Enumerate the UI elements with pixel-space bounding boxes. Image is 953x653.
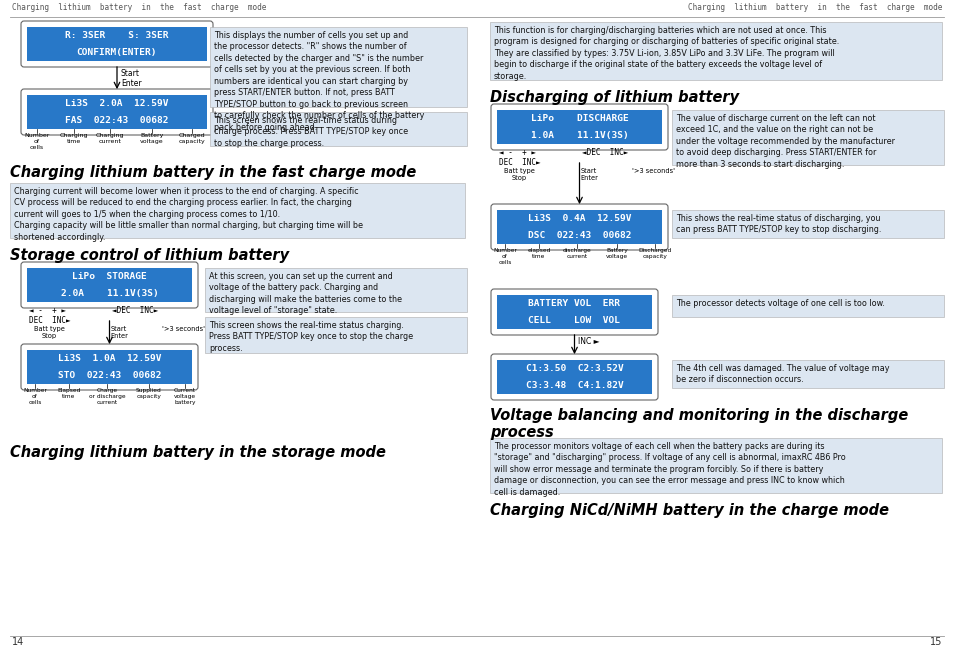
Text: INC ►: INC ►	[578, 336, 599, 345]
FancyBboxPatch shape	[497, 360, 651, 394]
FancyBboxPatch shape	[210, 112, 467, 146]
Text: 14: 14	[12, 637, 24, 647]
FancyBboxPatch shape	[27, 350, 192, 384]
Text: Charge
or discharge
current: Charge or discharge current	[89, 388, 125, 405]
FancyBboxPatch shape	[671, 210, 943, 238]
Text: This function is for charging/discharging batteries which are not used at once. : This function is for charging/dischargin…	[494, 26, 839, 81]
Text: Charging  lithium  battery  in  the  fast  charge  mode: Charging lithium battery in the fast cha…	[687, 3, 941, 12]
Text: The processor detects voltage of one cell is too low.: The processor detects voltage of one cel…	[676, 299, 884, 308]
Text: elapsed
time: elapsed time	[527, 248, 550, 259]
Text: Charging lithium battery in the storage mode: Charging lithium battery in the storage …	[10, 445, 385, 460]
FancyBboxPatch shape	[497, 295, 651, 329]
Text: BATTERY VOL  ERR: BATTERY VOL ERR	[528, 299, 619, 308]
FancyBboxPatch shape	[21, 21, 213, 67]
Text: Li3S  1.0A  12.59V: Li3S 1.0A 12.59V	[58, 354, 161, 363]
Text: Voltage balancing and monitoring in the discharge
process: Voltage balancing and monitoring in the …	[490, 408, 907, 440]
FancyBboxPatch shape	[27, 27, 207, 61]
Text: Charging  lithium  battery  in  the  fast  charge  mode: Charging lithium battery in the fast cha…	[12, 3, 266, 12]
Text: ◄ -  + ►: ◄ - + ►	[29, 306, 66, 315]
Text: At this screen, you can set up the current and
voltage of the battery pack. Char: At this screen, you can set up the curre…	[209, 272, 401, 315]
Text: 2.0A    11.1V(3S): 2.0A 11.1V(3S)	[61, 289, 158, 298]
Text: LiPo  STORAGE: LiPo STORAGE	[72, 272, 147, 281]
Text: Discharging of lithium battery: Discharging of lithium battery	[490, 90, 739, 105]
FancyBboxPatch shape	[671, 295, 943, 317]
Text: This displays the number of cells you set up and
the processor detects. "R" show: This displays the number of cells you se…	[213, 31, 424, 132]
Text: Number
of
cells: Number of cells	[24, 133, 50, 150]
Text: '>3 seconds': '>3 seconds'	[162, 326, 205, 332]
Text: CELL    LOW  VOL: CELL LOW VOL	[528, 316, 619, 325]
FancyBboxPatch shape	[490, 438, 941, 493]
FancyBboxPatch shape	[210, 27, 467, 107]
Text: DSC  022:43  00682: DSC 022:43 00682	[527, 231, 631, 240]
Text: Li3S  2.0A  12.59V: Li3S 2.0A 12.59V	[65, 99, 169, 108]
Text: C1:3.50  C2:3.52V: C1:3.50 C2:3.52V	[525, 364, 622, 373]
FancyBboxPatch shape	[10, 183, 464, 238]
Text: discharge
current: discharge current	[562, 248, 591, 259]
Text: Battery
voltage: Battery voltage	[605, 248, 627, 259]
Text: Start
Enter: Start Enter	[121, 69, 141, 88]
FancyBboxPatch shape	[497, 110, 661, 144]
Text: DEC  INC►: DEC INC►	[29, 316, 71, 325]
Text: FAS  022:43  00682: FAS 022:43 00682	[65, 116, 169, 125]
Text: Elapsed
time: Elapsed time	[57, 388, 81, 399]
Text: Batt type
Stop: Batt type Stop	[33, 326, 65, 339]
Text: This shows the real-time status of discharging, you
can press BATT TYPE/STOP key: This shows the real-time status of disch…	[676, 214, 881, 234]
Text: Current
voltage
battery: Current voltage battery	[173, 388, 196, 405]
Text: C3:3.48  C4:1.82V: C3:3.48 C4:1.82V	[525, 381, 622, 390]
Text: This screen shows the real-time status charging.
Press BATT TYPE/STOP key once t: This screen shows the real-time status c…	[209, 321, 413, 353]
Text: Li3S  0.4A  12.59V: Li3S 0.4A 12.59V	[527, 214, 631, 223]
FancyBboxPatch shape	[497, 210, 661, 244]
FancyBboxPatch shape	[21, 89, 213, 135]
Text: '>3 seconds': '>3 seconds'	[631, 168, 675, 174]
Text: STO  022:43  00682: STO 022:43 00682	[58, 371, 161, 380]
FancyBboxPatch shape	[490, 22, 941, 80]
Text: Batt type
Stop: Batt type Stop	[503, 168, 534, 181]
Text: Start
Enter: Start Enter	[110, 326, 128, 339]
Text: Discharged
capacity: Discharged capacity	[638, 248, 671, 259]
Text: LiPo    DISCHARGE: LiPo DISCHARGE	[530, 114, 628, 123]
Text: ◄DEC  INC►: ◄DEC INC►	[581, 148, 628, 157]
Text: The 4th cell was damaged. The value of voltage may
be zero if disconnection occu: The 4th cell was damaged. The value of v…	[676, 364, 888, 385]
Text: Start
Enter: Start Enter	[579, 168, 598, 181]
Text: This screen shows the real-time status during
charge process. Press BATT TYPE/ST: This screen shows the real-time status d…	[213, 116, 408, 148]
Text: Supplied
capacity: Supplied capacity	[136, 388, 162, 399]
Text: Number
of
cells: Number of cells	[493, 248, 517, 264]
FancyBboxPatch shape	[27, 95, 207, 129]
Text: ◄DEC  INC►: ◄DEC INC►	[112, 306, 158, 315]
FancyBboxPatch shape	[21, 344, 198, 390]
Text: Charging NiCd/NiMH battery in the charge mode: Charging NiCd/NiMH battery in the charge…	[490, 503, 888, 518]
Text: Charging
time: Charging time	[60, 133, 89, 144]
FancyBboxPatch shape	[491, 104, 667, 150]
FancyBboxPatch shape	[671, 360, 943, 388]
FancyBboxPatch shape	[27, 268, 192, 302]
Text: Charging current will become lower when it process to the end of charging. A spe: Charging current will become lower when …	[14, 187, 363, 242]
Text: Charged
capacity: Charged capacity	[178, 133, 205, 144]
FancyBboxPatch shape	[491, 204, 667, 250]
FancyBboxPatch shape	[21, 262, 198, 308]
Text: The processor monitors voltage of each cell when the battery packs are during it: The processor monitors voltage of each c…	[494, 442, 845, 497]
FancyBboxPatch shape	[491, 354, 658, 400]
Text: Battery
voltage: Battery voltage	[140, 133, 164, 144]
FancyBboxPatch shape	[491, 289, 658, 335]
Text: Charging
current: Charging current	[95, 133, 124, 144]
Text: The value of discharge current on the left can not
exceed 1C, and the value on t: The value of discharge current on the le…	[676, 114, 894, 168]
Text: DEC  INC►: DEC INC►	[498, 158, 540, 167]
Text: Charging lithium battery in the fast charge mode: Charging lithium battery in the fast cha…	[10, 165, 416, 180]
FancyBboxPatch shape	[205, 268, 467, 312]
Text: Storage control of lithium battery: Storage control of lithium battery	[10, 248, 289, 263]
Text: CONFIRM(ENTER): CONFIRM(ENTER)	[76, 48, 157, 57]
Text: R: 3SER    S: 3SER: R: 3SER S: 3SER	[65, 31, 169, 40]
FancyBboxPatch shape	[671, 110, 943, 165]
Text: 1.0A    11.1V(3S): 1.0A 11.1V(3S)	[530, 131, 628, 140]
FancyBboxPatch shape	[205, 317, 467, 353]
Text: 15: 15	[928, 637, 941, 647]
Text: Number
of
cells: Number of cells	[23, 388, 47, 405]
Text: ◄ -  + ►: ◄ - + ►	[498, 148, 536, 157]
